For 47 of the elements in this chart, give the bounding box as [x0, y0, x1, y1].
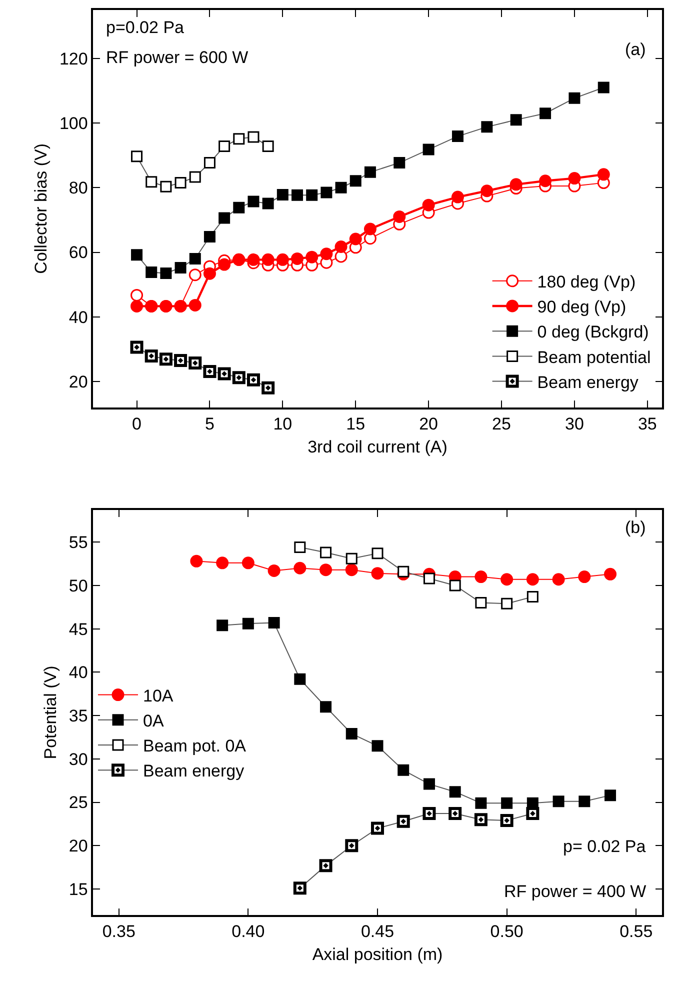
legend-label: 0 deg (Bckgrd)	[537, 322, 649, 342]
y-tick-label: 100	[59, 114, 88, 133]
y-tick-label: 40	[68, 663, 88, 682]
y-tick-label: 55	[68, 533, 88, 552]
x-tick-label: 0.35	[102, 922, 136, 942]
annotation: RF power = 400 W	[504, 882, 646, 901]
legend-label: 180 deg (Vp)	[537, 272, 636, 292]
x-tick-label: 25	[492, 414, 511, 434]
legend-label: 10A	[143, 686, 174, 706]
y-tick-label: 60	[68, 243, 88, 262]
y-tick-label: 25	[68, 793, 88, 812]
y-tick-label: 40	[68, 308, 88, 327]
y-axis-title: Potential (V)	[40, 666, 60, 760]
annotation: p=0.02 Pa	[106, 18, 185, 37]
y-tick-label: 30	[68, 750, 88, 769]
x-tick-label: 20	[419, 414, 438, 434]
annotation: RF power = 600 W	[106, 48, 248, 67]
x-tick-label: 0.45	[360, 922, 394, 942]
y-tick-label: 15	[68, 880, 88, 899]
legend-label: 90 deg (Vp)	[537, 298, 626, 317]
x-tick-label: 0.55	[620, 922, 653, 942]
x-tick-label: 35	[638, 414, 657, 434]
x-axis-title: Axial position (m)	[312, 945, 443, 964]
y-tick-label: 35	[68, 706, 88, 726]
x-tick-label: 30	[565, 414, 584, 434]
y-tick-label: 50	[68, 576, 88, 596]
y-tick-label: 45	[68, 620, 88, 639]
legend-label: 0A	[143, 712, 164, 731]
legend-label: Beam energy	[537, 372, 639, 392]
x-tick-label: 0.40	[232, 922, 265, 942]
x-tick-label: 5	[204, 414, 214, 434]
x-axis-title: 3rd coil current (A)	[308, 437, 448, 456]
annotation: (a)	[625, 40, 646, 59]
legend-label: Beam energy	[143, 762, 245, 781]
y-tick-label: 20	[68, 372, 88, 392]
y-tick-label: 20	[68, 836, 88, 856]
x-tick-label: 0	[132, 414, 142, 434]
legend-label: Beam potential	[537, 348, 651, 367]
annotation: (b)	[625, 518, 646, 537]
x-tick-label: 0.50	[490, 922, 524, 942]
legend-label: Beam pot. 0A	[143, 736, 247, 756]
annotation: p= 0.02 Pa	[563, 837, 646, 856]
y-tick-label: 120	[59, 49, 88, 68]
y-tick-label: 80	[68, 178, 88, 198]
x-tick-label: 10	[273, 414, 292, 434]
x-tick-label: 15	[346, 414, 366, 434]
y-axis-title: Collector bias (V)	[32, 143, 51, 274]
